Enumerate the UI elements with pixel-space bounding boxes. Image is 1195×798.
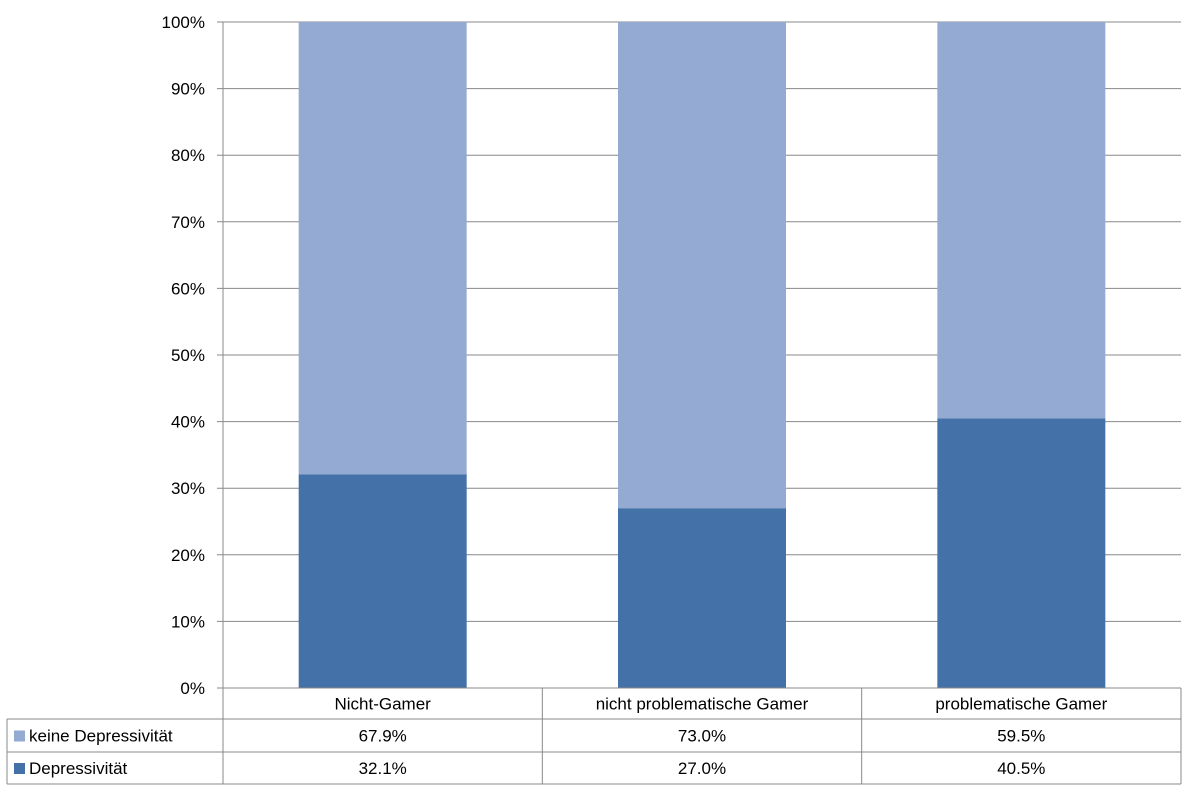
y-tick-label: 60% bbox=[171, 279, 205, 298]
x-category-label: problematische Gamer bbox=[935, 695, 1107, 714]
y-tick-label: 80% bbox=[171, 146, 205, 165]
data-label: 40.5% bbox=[997, 759, 1045, 778]
data-label: 59.5% bbox=[997, 727, 1045, 746]
data-label: 73.0% bbox=[678, 727, 726, 746]
y-tick-label: 20% bbox=[171, 546, 205, 565]
y-tick-label: 90% bbox=[171, 80, 205, 99]
bar-depressivitaet bbox=[937, 418, 1106, 688]
bar-keine-depressivitaet bbox=[937, 22, 1106, 419]
bars bbox=[298, 22, 1106, 688]
bar-depressivitaet bbox=[298, 474, 467, 688]
legend-label: keine Depressivität bbox=[29, 727, 173, 746]
bar-keine-depressivitaet bbox=[618, 22, 786, 509]
y-tick-label: 50% bbox=[171, 346, 205, 365]
axes: 0% 10% 20% 30% 40% 50% 60% 70% 80% 90% 100% bbox=[162, 13, 1181, 698]
y-tick-label: 30% bbox=[171, 479, 205, 498]
legend-key-swatch bbox=[14, 730, 25, 742]
bar-keine-depressivitaet bbox=[298, 22, 467, 475]
y-tick-label: 70% bbox=[171, 213, 205, 232]
legend-label: Depressivität bbox=[29, 759, 128, 778]
data-label: 27.0% bbox=[678, 759, 726, 778]
x-category-label: nicht problematische Gamer bbox=[596, 695, 809, 714]
y-tick-label: 100% bbox=[162, 13, 205, 32]
y-tick-label: 40% bbox=[171, 413, 205, 432]
bar-depressivitaet bbox=[618, 508, 786, 688]
data-label: 67.9% bbox=[359, 727, 407, 746]
data-table: Nicht-Gamer nicht problematische Gamer pro… bbox=[6, 688, 1182, 785]
x-category-label: Nicht-Gamer bbox=[334, 695, 431, 714]
data-label: 32.1% bbox=[359, 759, 407, 778]
y-tick-label: 0% bbox=[180, 679, 205, 698]
legend-key-swatch bbox=[14, 763, 25, 774]
y-tick-label: 10% bbox=[171, 612, 205, 631]
